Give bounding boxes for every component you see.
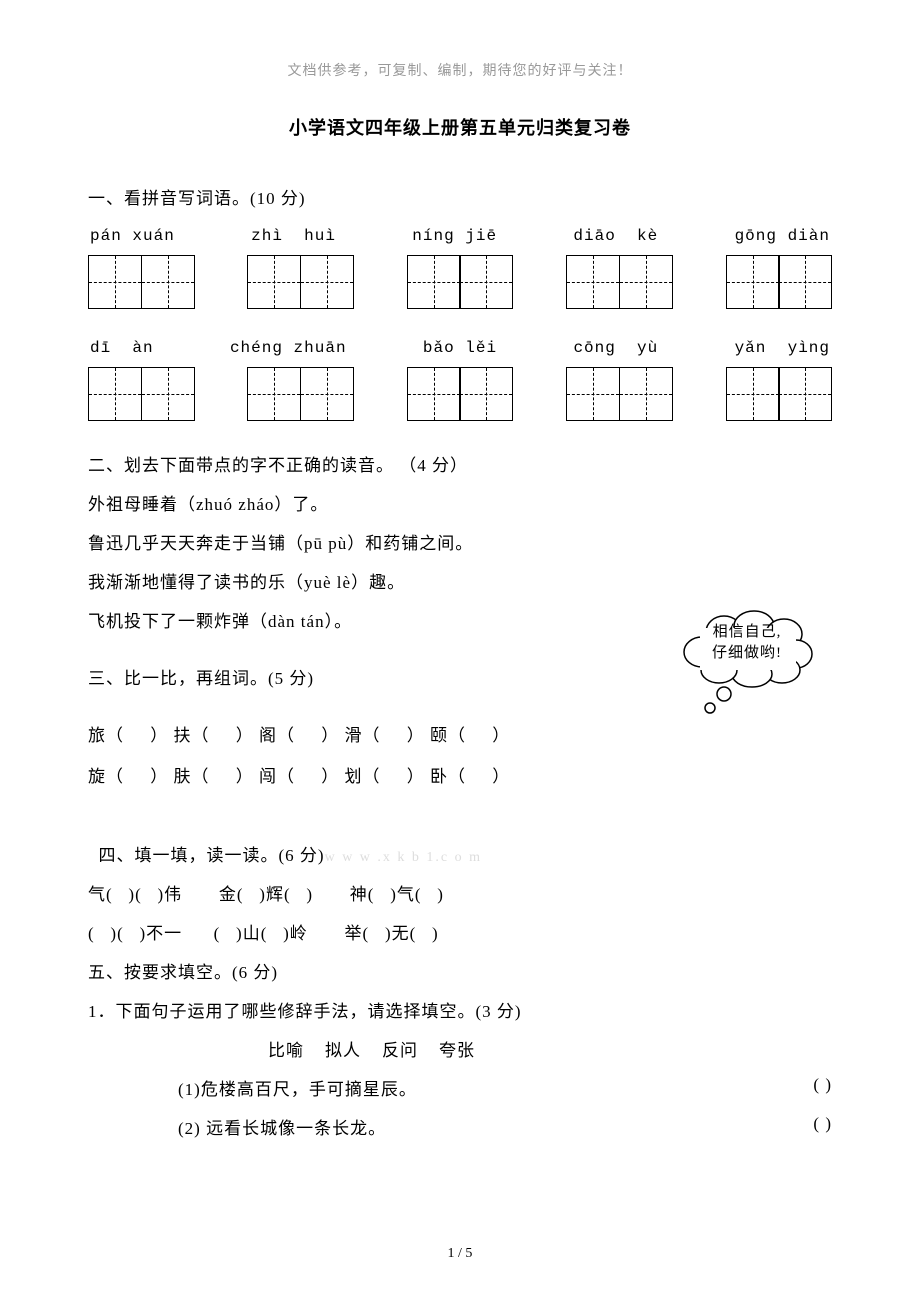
- q1-boxes-row-1: [88, 255, 832, 309]
- char-box-pair[interactable]: [407, 367, 514, 421]
- q5-item-1: (1)危楼高百尺，手可摘星辰。 ( ): [88, 1075, 832, 1100]
- cloud-line-2: 仔细做哟!: [712, 645, 782, 661]
- pinyin-label: zhì huì: [251, 227, 336, 245]
- q5-item-text: (2) 远看长城像一条长龙。: [178, 1114, 386, 1139]
- answer-paren[interactable]: ( ): [813, 1075, 832, 1100]
- char-box-pair[interactable]: [88, 367, 195, 421]
- q3-row: 旅（ ） 扶（ ） 阁（ ） 滑（ ） 颐（ ）: [88, 721, 832, 746]
- char-box-pair[interactable]: [566, 255, 673, 309]
- char-box-pair[interactable]: [247, 367, 354, 421]
- cloud-line-1: 相信自己,: [713, 624, 782, 640]
- char-box-pair[interactable]: [566, 367, 673, 421]
- q2-heading: 二、划去下面带点的字不正确的读音。 （4 分）: [88, 451, 832, 476]
- q2-line: 鲁迅几乎天天奔走于当铺（pū pù）和药铺之间。: [88, 529, 832, 554]
- char-box-pair[interactable]: [407, 255, 514, 309]
- q1-pinyin-row-2: dī àn chéng zhuān bǎo lěi cōng yù yǎn yì…: [88, 339, 832, 357]
- q2-line: 外祖母睡着（zhuó zháo）了。: [88, 490, 832, 515]
- pinyin-label: níng jiē: [412, 227, 497, 245]
- pinyin-label: dī àn: [90, 339, 154, 357]
- q2-line: 我渐渐地懂得了读书的乐（yuè lè）趣。: [88, 568, 832, 593]
- char-box-pair[interactable]: [88, 255, 195, 309]
- q5-sub1: 1．下面句子运用了哪些修辞手法，请选择填空。(3 分): [88, 997, 832, 1022]
- q5-heading: 五、按要求填空。(6 分): [88, 958, 832, 983]
- q1-boxes-row-2: [88, 367, 832, 421]
- answer-paren[interactable]: ( ): [813, 1114, 832, 1139]
- q5-item-text: (1)危楼高百尺，手可摘星辰。: [178, 1075, 417, 1100]
- pinyin-label: cōng yù: [573, 339, 658, 357]
- q5-item-2: (2) 远看长城像一条长龙。 ( ): [88, 1114, 832, 1139]
- pinyin-label: diāo kè: [573, 227, 658, 245]
- char-box-pair[interactable]: [726, 255, 833, 309]
- q5-options: 比喻 拟人 反问 夸张: [88, 1036, 832, 1061]
- header-note: 文档供参考，可复制、编制，期待您的好评与关注！: [88, 60, 832, 80]
- page-title: 小学语文四年级上册第五单元归类复习卷: [88, 114, 832, 140]
- char-box-pair[interactable]: [726, 367, 833, 421]
- page-number: 1 / 5: [0, 1246, 920, 1262]
- encouragement-cloud: 相信自己, 仔细做哟!: [674, 608, 820, 678]
- pinyin-label: chéng zhuān: [230, 339, 347, 357]
- pinyin-label: pán xuán: [90, 227, 175, 245]
- q4-line: ( )( )不一 ( )山( )岭 举( )无( ): [88, 919, 832, 944]
- q4-heading-text: 四、填一填，读一读。(6 分): [99, 846, 325, 865]
- q1-heading: 一、看拼音写词语。(10 分): [88, 184, 832, 209]
- q4-line: 气( )( )伟 金( )辉( ) 神( )气( ): [88, 880, 832, 905]
- pinyin-label: gōng diàn: [735, 227, 830, 245]
- watermark: w w w .x k b 1.c o m: [325, 850, 482, 865]
- q1-pinyin-row-1: pán xuán zhì huì níng jiē diāo kè gōng d…: [88, 227, 832, 245]
- pinyin-label: bǎo lěi: [423, 339, 497, 357]
- q3-row: 旋（ ） 肤（ ） 闯（ ） 划（ ） 卧（ ）: [88, 762, 832, 787]
- pinyin-label: yǎn yìng: [735, 339, 830, 357]
- q4-heading: 四、填一填，读一读。(6 分)w w w .x k b 1.c o m: [88, 821, 832, 866]
- char-box-pair[interactable]: [247, 255, 354, 309]
